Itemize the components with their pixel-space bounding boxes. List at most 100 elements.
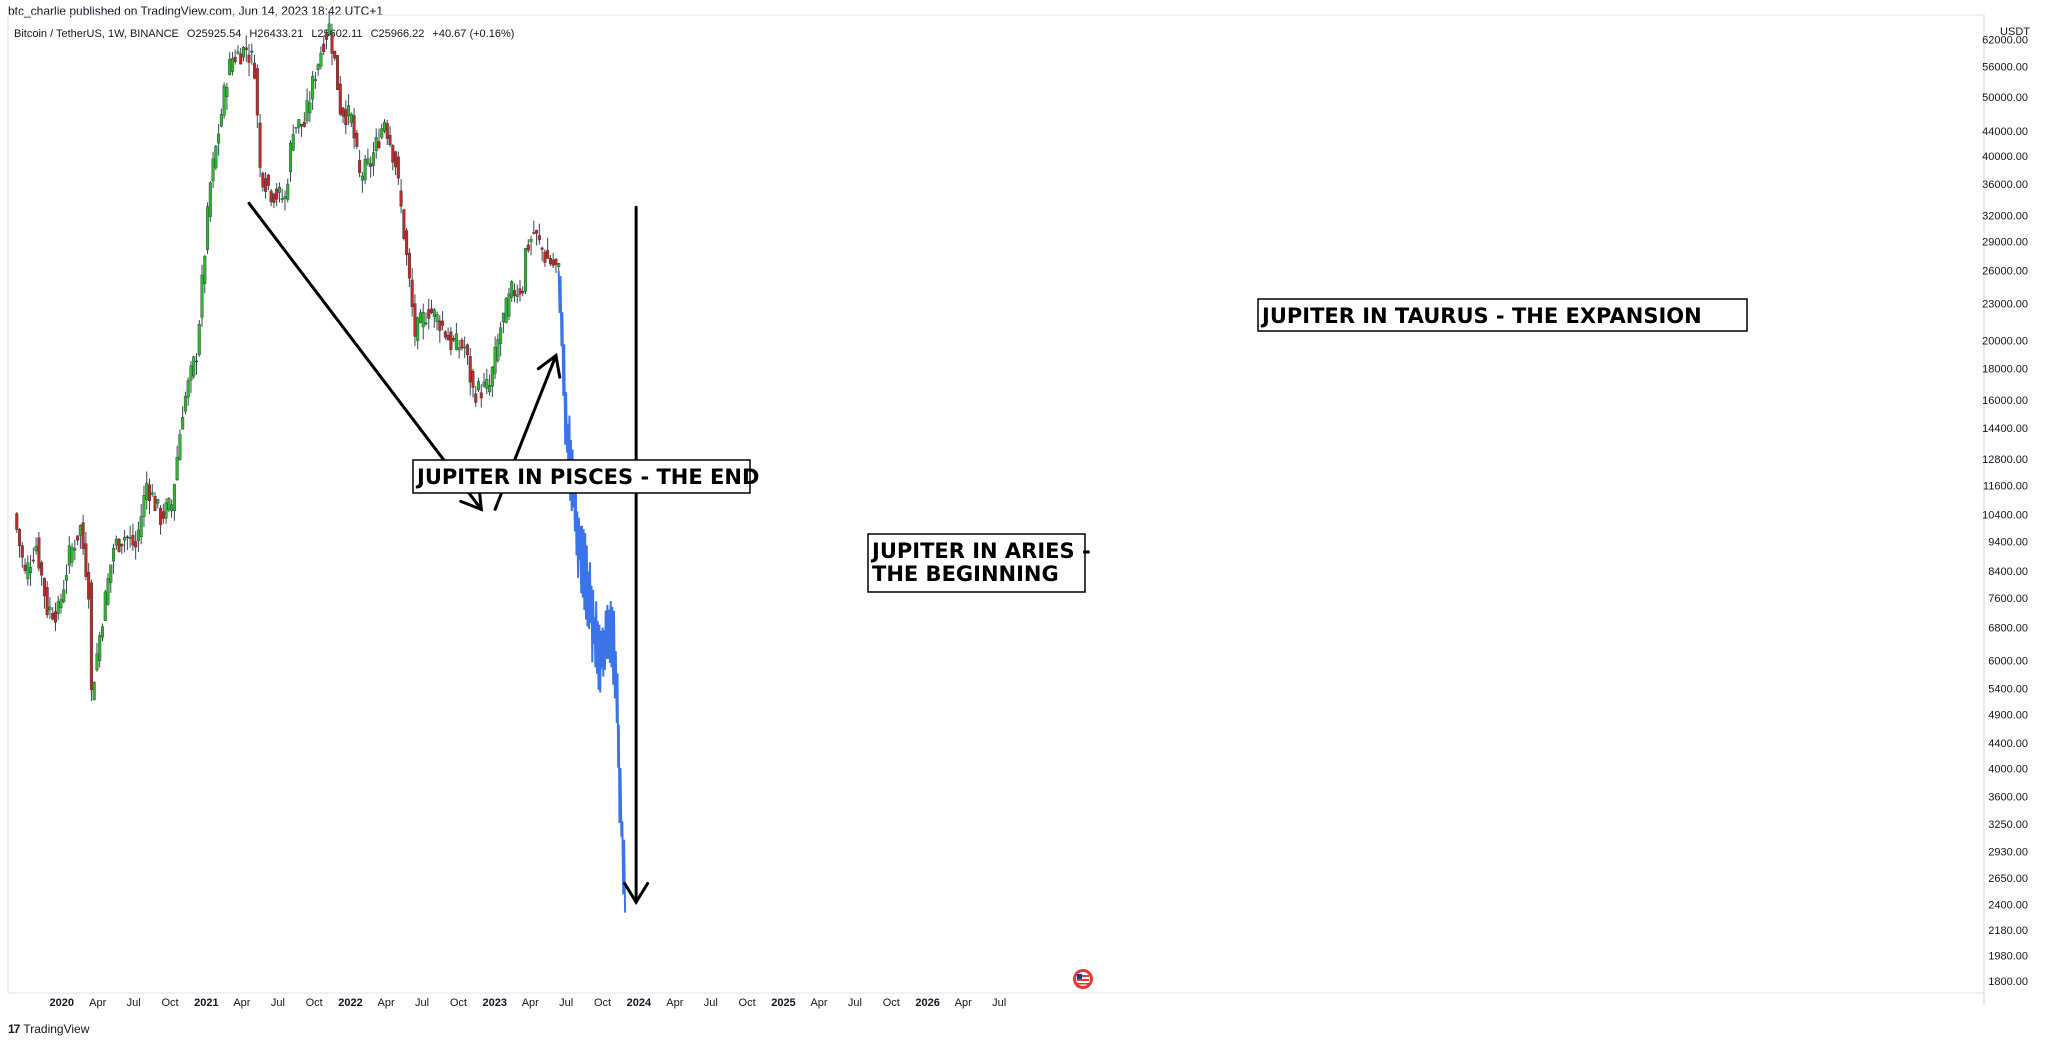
candle [313, 71, 317, 89]
candle [474, 386, 478, 408]
candle-body [145, 482, 149, 501]
arrow-taurus [623, 205, 650, 906]
candle [255, 64, 259, 129]
y-tick-label: 14400.00 [1982, 423, 2028, 435]
candle-body [488, 385, 492, 393]
time-axis[interactable]: 2020 Apr Jul Oct 2021 Apr Jul Oct 2022 Apr Jul Oct 2… [50, 997, 1007, 1009]
candles [15, 12, 561, 702]
candle [297, 119, 301, 134]
candle [170, 499, 174, 518]
candle [352, 107, 356, 149]
flag-icon[interactable] [1073, 969, 1093, 989]
price-axis[interactable]: 62000.00 56000.00 50000.00 44000.00 40000.00… [1982, 35, 2028, 988]
candle [526, 239, 530, 253]
candle-body [327, 23, 331, 35]
candle-body [526, 244, 530, 251]
candle-body [385, 123, 389, 139]
candle-body [300, 123, 304, 127]
candle-body [421, 312, 425, 328]
candle-body [402, 209, 406, 239]
candle [493, 336, 497, 379]
symbol-name[interactable]: Bitcoin / TetherUS, 1W, BINANCE [14, 28, 179, 40]
candle-body [465, 344, 469, 356]
candle [496, 333, 500, 363]
candle-body [297, 119, 301, 128]
candle [465, 343, 469, 365]
candle [98, 631, 102, 668]
candle [219, 108, 223, 128]
candle-body [468, 356, 472, 383]
candle-body [78, 525, 82, 536]
candle-body [548, 258, 552, 265]
candle-body [413, 303, 417, 337]
candle [443, 330, 447, 340]
candle-body [474, 393, 478, 403]
candle [344, 100, 348, 135]
candle-body [51, 612, 55, 620]
annotation-text: JUPITER IN ARIES - [870, 539, 1091, 563]
open-value: O25925.54 [186, 28, 242, 40]
candle-body [266, 174, 270, 186]
candle-body [479, 392, 483, 399]
y-tick-label: 6000.00 [1988, 656, 2028, 668]
candle [322, 35, 326, 56]
candle-body [443, 331, 447, 338]
y-tick-label: 18000.00 [1982, 364, 2028, 376]
candle [125, 535, 129, 551]
candle-body [349, 113, 353, 123]
annotation-aries[interactable]: JUPITER IN ARIES -THE BEGINNING [867, 533, 1091, 593]
candle [371, 142, 375, 176]
candle-body [128, 537, 132, 539]
tradingview-logo-icon: 17 [8, 1022, 20, 1036]
x-tick-label: 2021 [194, 997, 218, 1009]
y-tick-label: 4900.00 [1988, 710, 2028, 722]
candle-body [175, 457, 179, 480]
y-tick-label: 5400.00 [1988, 684, 2028, 696]
candle [454, 322, 458, 351]
candle [546, 237, 550, 259]
candle [48, 597, 52, 619]
x-tick-label: 2020 [50, 997, 74, 1009]
candle-body [236, 51, 240, 54]
close-value: C25966.22 [370, 28, 425, 40]
annotation-taurus[interactable]: JUPITER IN TAURUS - THE EXPANSION [1257, 298, 1748, 332]
y-tick-label: 50000.00 [1982, 92, 2028, 104]
candle [441, 311, 445, 331]
candle-body [449, 331, 453, 350]
annotation-pisces[interactable]: JUPITER IN PISCES - THE END [412, 459, 759, 494]
candle [358, 149, 362, 178]
x-tick-label: Oct [306, 997, 323, 1009]
tradingview-logo[interactable]: 17 TradingView [8, 1022, 89, 1036]
candle [360, 171, 364, 193]
candle [40, 560, 44, 586]
x-tick-label: Oct [739, 997, 756, 1009]
x-tick-label: 2025 [771, 997, 795, 1009]
candle [488, 374, 492, 396]
candle-body [501, 312, 505, 323]
candle [194, 353, 198, 375]
candle-body [471, 370, 475, 388]
candle [23, 558, 27, 574]
candle [324, 30, 328, 50]
candle-body [435, 314, 439, 323]
candle-body [131, 535, 135, 546]
candle-body [551, 259, 555, 266]
candle-body [324, 33, 328, 40]
candle-body [374, 137, 378, 152]
candle [200, 264, 204, 327]
y-tick-label: 2180.00 [1988, 925, 2028, 937]
candle-body [84, 543, 88, 577]
x-tick-label: 2024 [627, 997, 652, 1009]
candle-body [341, 107, 345, 117]
candle-body [255, 68, 259, 116]
candle-body [407, 252, 411, 279]
candle-body [515, 294, 519, 297]
candle-body [95, 653, 99, 671]
candle [501, 312, 505, 334]
candle-body [388, 135, 392, 145]
candle [432, 307, 436, 328]
candle [302, 112, 306, 128]
candle [311, 71, 315, 110]
candle [405, 228, 409, 266]
